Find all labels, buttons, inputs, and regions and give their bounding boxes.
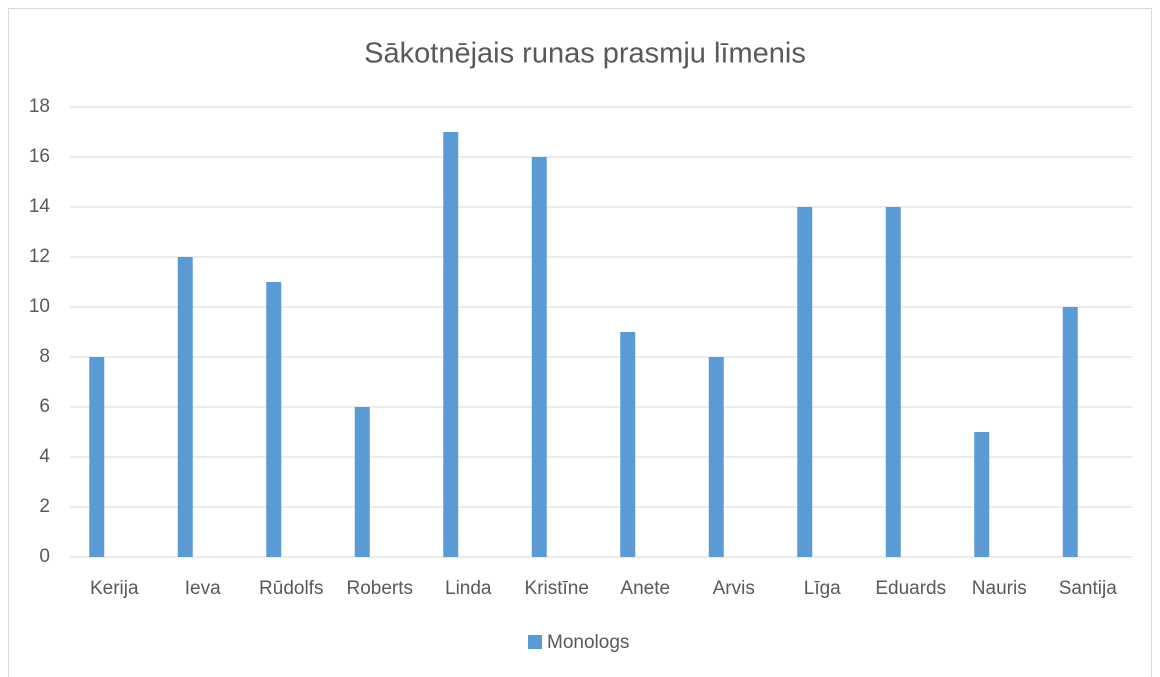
x-tick-label: Anete — [620, 578, 670, 599]
x-tick-label: Kristīne — [525, 578, 589, 599]
legend-label: Monologs — [547, 632, 629, 653]
x-tick-label: Līga — [804, 578, 841, 599]
x-tick-label: Arvis — [713, 578, 755, 599]
x-tick-label: Rūdolfs — [259, 578, 323, 599]
x-tick-label: Santija — [1059, 578, 1118, 599]
bar — [177, 257, 193, 557]
bar — [1062, 307, 1078, 557]
x-tick-label: Nauris — [972, 578, 1027, 599]
y-tick-label: 10 — [29, 296, 50, 317]
bar — [974, 432, 990, 557]
x-tick-label: Ieva — [185, 578, 221, 599]
y-tick-label: 4 — [39, 446, 50, 467]
y-tick-label: 18 — [29, 96, 50, 117]
y-tick-label: 14 — [29, 196, 51, 217]
chart-frame — [8, 8, 1152, 677]
bar — [885, 207, 901, 557]
y-tick-label: 6 — [39, 396, 50, 417]
bar — [443, 132, 459, 557]
y-tick-label: 2 — [39, 496, 50, 517]
bar — [266, 282, 282, 557]
chart-title: Sākotnējais runas prasmju līmenis — [364, 38, 806, 70]
bar — [620, 332, 636, 557]
y-tick-label: 0 — [39, 546, 50, 567]
x-tick-label: Linda — [445, 578, 492, 599]
bar — [708, 357, 724, 557]
x-tick-label: Roberts — [346, 578, 413, 599]
y-tick-label: 16 — [29, 146, 50, 167]
x-tick-label: Kerija — [90, 578, 139, 599]
legend-swatch — [528, 635, 542, 649]
x-tick-label: Eduards — [875, 578, 946, 599]
y-tick-label: 12 — [29, 246, 50, 267]
bar — [797, 207, 813, 557]
bar — [531, 157, 547, 557]
bar — [89, 357, 105, 557]
bar — [354, 407, 370, 557]
y-tick-label: 8 — [39, 346, 50, 367]
